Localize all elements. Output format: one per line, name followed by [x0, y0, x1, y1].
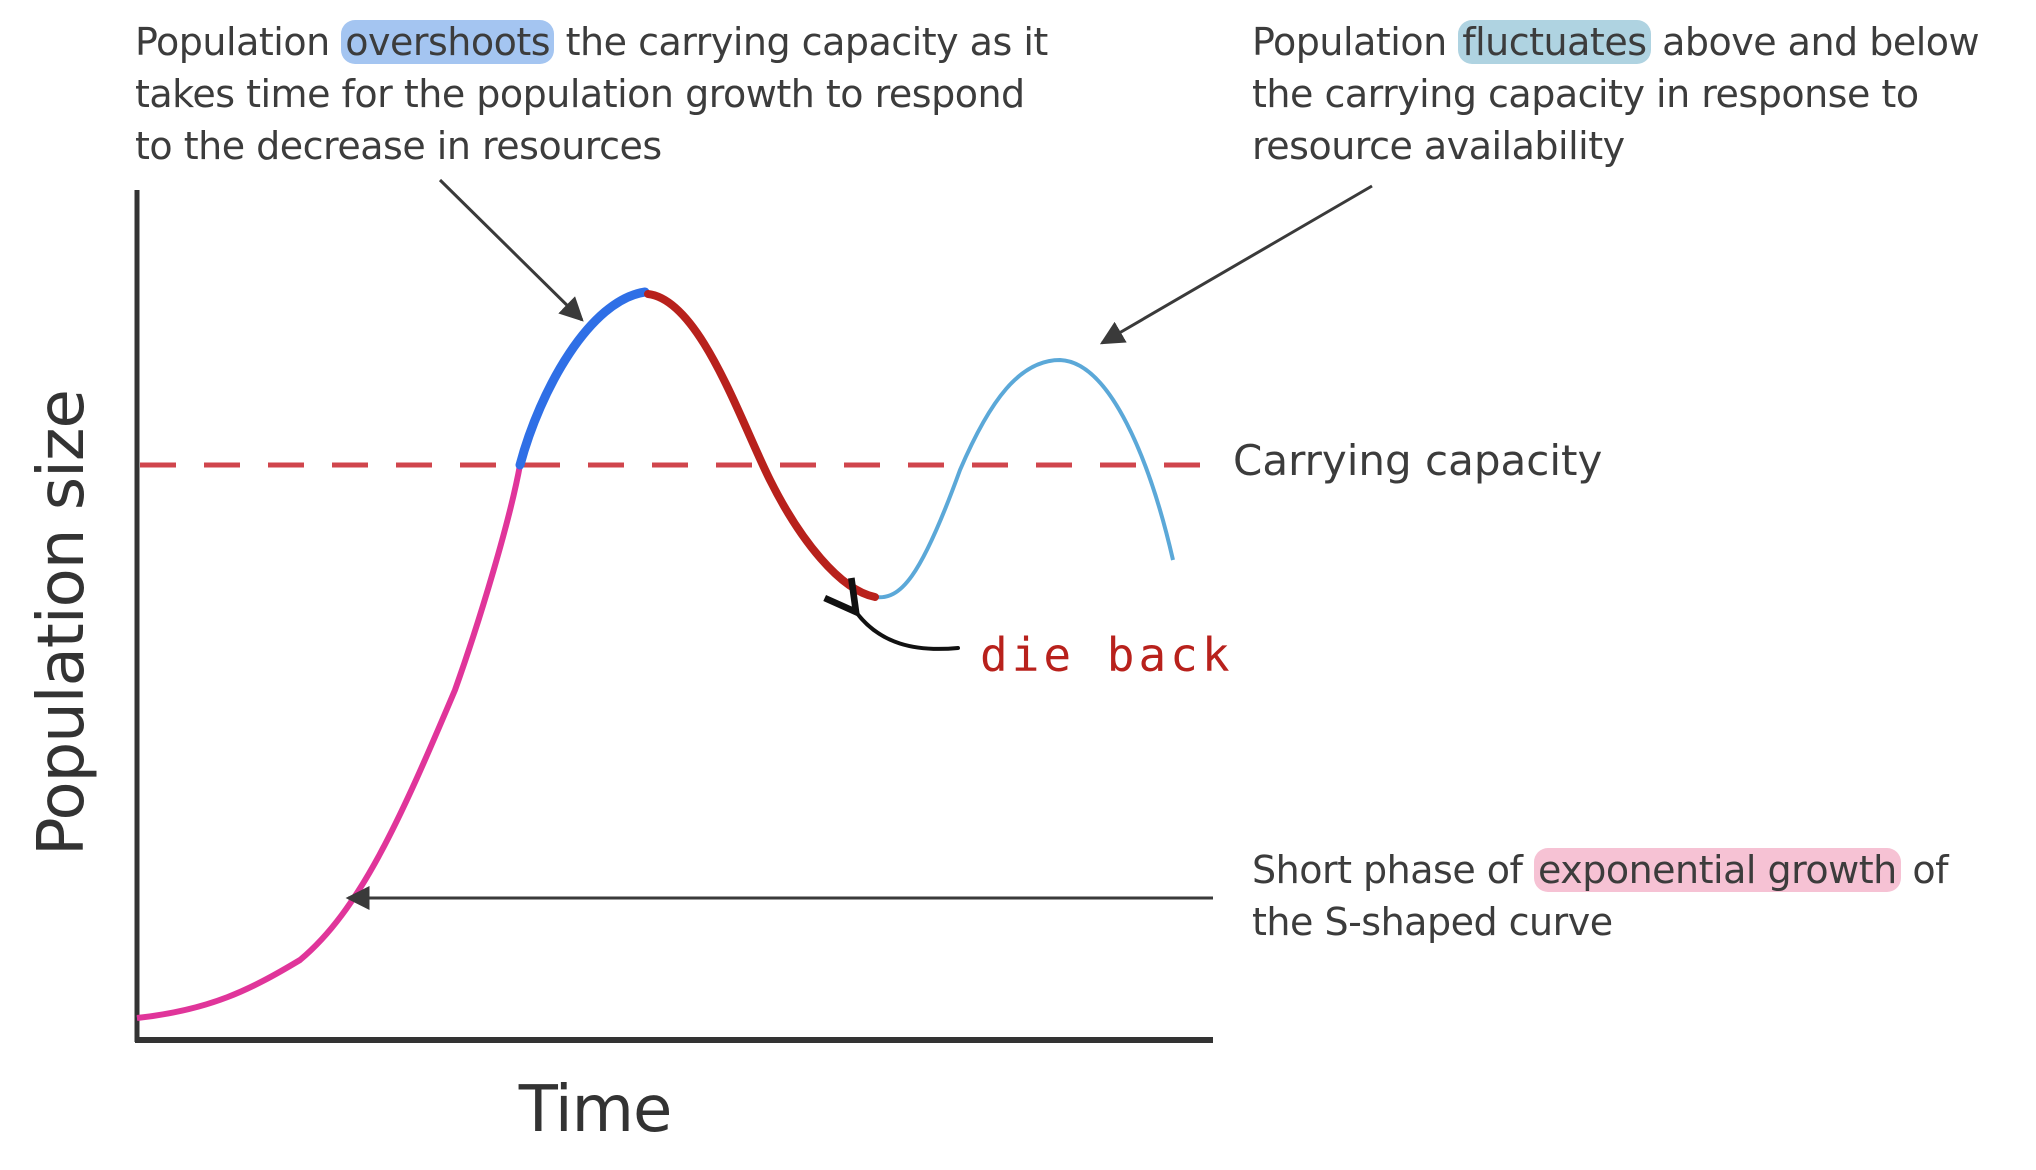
overshoot-annotation: Population overshoots the carrying capac… — [135, 16, 1048, 172]
overshoot-annotation-line-2: takes time for the population growth to … — [135, 72, 1025, 116]
dieback-phase-segment — [644, 290, 879, 601]
overshoot-text-after: the carrying capacity as it — [554, 20, 1049, 64]
fluctuation-text-after: above and below — [1650, 20, 1980, 64]
x-axis-label: Time — [518, 1073, 673, 1147]
dieback-label: die back — [980, 628, 1234, 682]
fluctuation-arrow — [1099, 184, 1373, 345]
fluctuation-annotation: Population fluctuates above and below th… — [1252, 16, 1980, 172]
exponential-annotation-line-2: the S-shaped curve — [1252, 900, 1613, 944]
fluctuates-highlight: fluctuates — [1458, 20, 1651, 64]
exponential-phase-segment — [136, 464, 523, 1021]
overshoot-text-before: Population — [135, 20, 342, 64]
exponential-text-after: of — [1900, 848, 1948, 892]
fluctuation-text-before: Population — [1252, 20, 1459, 64]
overshoot-annotation-line-3: to the decrease in resources — [135, 124, 662, 168]
exponential-text-before: Short phase of — [1252, 848, 1535, 892]
exponential-growth-highlight: exponential growth — [1534, 848, 1901, 892]
overshoots-highlight: overshoots — [341, 20, 555, 64]
carrying-capacity-label: Carrying capacity — [1233, 436, 1603, 485]
dieback-arrow — [856, 612, 960, 651]
exponential-annotation: Short phase of exponential growth of the… — [1252, 844, 1948, 948]
fluctuation-annotation-line-2: the carrying capacity in response to — [1252, 72, 1919, 116]
overshoot-phase-segment — [515, 287, 650, 470]
overshoot-arrow — [438, 178, 584, 322]
exponential-annotation-line-1: Short phase of exponential growth of — [1252, 844, 1948, 896]
fluctuation-annotation-line-3: resource availability — [1252, 124, 1625, 168]
overshoot-annotation-line-1: Population overshoots the carrying capac… — [135, 16, 1048, 68]
fluctuation-annotation-line-1: Population fluctuates above and below — [1252, 16, 1980, 68]
y-axis-label: Population size — [25, 390, 99, 856]
